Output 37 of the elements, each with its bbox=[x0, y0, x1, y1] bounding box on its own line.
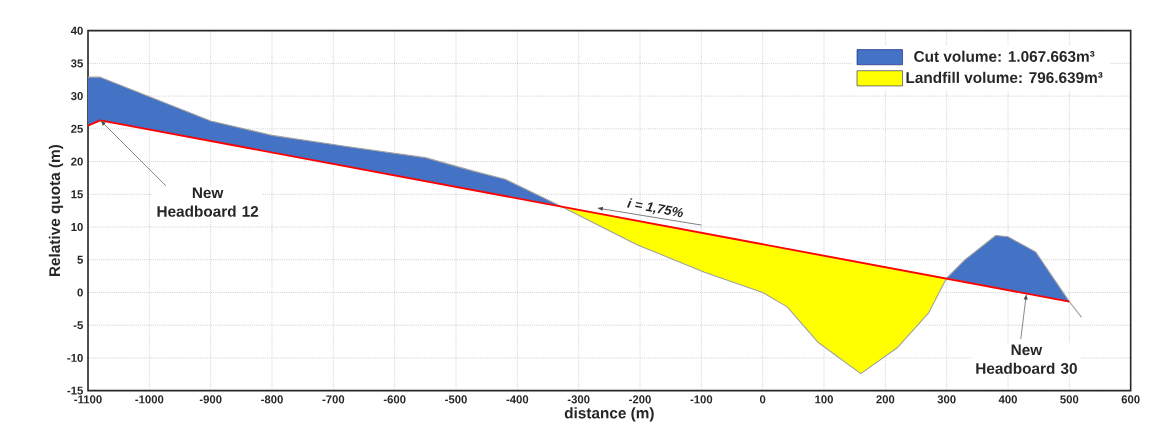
x-tick-label: -900 bbox=[199, 395, 222, 404]
x-tick-label: -800 bbox=[261, 395, 283, 404]
x-tick-label: -1000 bbox=[135, 395, 164, 404]
y-tick-label: 10 bbox=[71, 223, 83, 232]
x-tick-label: -600 bbox=[383, 395, 406, 404]
x-tick-label: -400 bbox=[506, 395, 529, 404]
x-tick-label: -100 bbox=[690, 395, 713, 404]
y-tick-label: 25 bbox=[71, 124, 83, 133]
x-tick-label: -200 bbox=[629, 395, 651, 404]
y-tick-label: 0 bbox=[77, 288, 83, 297]
y-tick-label: 5 bbox=[77, 255, 83, 264]
y-tick-label: -10 bbox=[67, 353, 83, 362]
x-tick-label: 200 bbox=[876, 395, 895, 404]
x-tick-label: 0 bbox=[759, 395, 766, 404]
y-tick-label: -5 bbox=[73, 321, 83, 330]
annotation: i = 1,75% bbox=[627, 198, 683, 218]
y-tick-label: 30 bbox=[70, 92, 83, 101]
y-axis-title: Relative quota (m) bbox=[48, 144, 64, 277]
legend-label: Cut volume: 1.067.663m³ bbox=[914, 50, 1095, 62]
y-tick-label: 35 bbox=[70, 59, 83, 68]
x-tick-label: -700 bbox=[322, 395, 345, 404]
x-tick-label: 300 bbox=[937, 395, 956, 404]
x-tick-label: -300 bbox=[567, 395, 590, 404]
x-tick-label: 100 bbox=[815, 395, 833, 404]
y-tick-label: -15 bbox=[67, 386, 83, 395]
y-tick-label: 15 bbox=[71, 190, 83, 199]
y-tick-label: 20 bbox=[71, 157, 83, 166]
x-tick-label: -500 bbox=[445, 395, 467, 404]
legend-label: Landfill volume: 796.639m³ bbox=[906, 71, 1103, 84]
x-tick-label: 400 bbox=[998, 395, 1017, 404]
y-tick-label: 40 bbox=[70, 26, 83, 35]
annotation: New Headboard 30 bbox=[976, 344, 1077, 374]
x-axis-title: distance (m) bbox=[564, 407, 654, 422]
x-tick-label: 600 bbox=[1121, 395, 1140, 404]
x-tick-label: 500 bbox=[1060, 395, 1079, 404]
annotation: New Headboard 12 bbox=[157, 187, 259, 217]
x-tick-label: -1100 bbox=[74, 395, 102, 404]
